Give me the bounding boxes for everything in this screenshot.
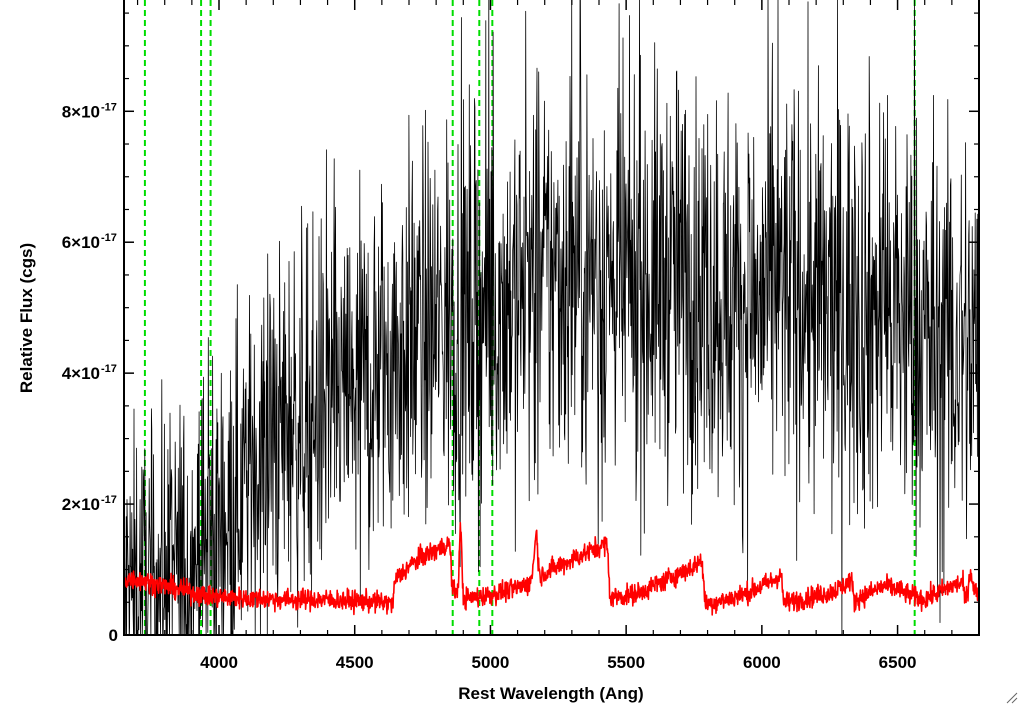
x-tick-label: 6500: [879, 653, 917, 672]
x-tick-label: 5000: [472, 653, 510, 672]
resize-grip-icon[interactable]: [1004, 690, 1018, 704]
y-tick-exponent: -17: [101, 101, 117, 113]
x-tick-label: 4000: [200, 653, 238, 672]
series-line-1: [124, 521, 979, 616]
x-tick-label: 6000: [743, 653, 781, 672]
spectrum-series: [124, 0, 979, 635]
plot-frame: [123, 0, 980, 636]
x-tick-label: 5500: [607, 653, 645, 672]
y-tick-label: 4×10: [62, 364, 100, 383]
y-tick-exponent: -17: [101, 232, 117, 244]
x-tick-label: 4500: [336, 653, 374, 672]
y-tick-label: 6×10: [62, 233, 100, 252]
y-tick-exponent: -17: [101, 363, 117, 375]
y-axis-title: Relative Flux (cgs): [17, 243, 36, 393]
x-axis-title: Rest Wavelength (Ang): [458, 684, 643, 703]
series-line-0: [124, 0, 979, 635]
y-tick-label: 8×10: [62, 102, 100, 121]
axis-ticks: [124, 0, 980, 636]
y-tick-label: 2×10: [62, 495, 100, 514]
y-tick-labels: 02×10 -174×10 -176×10 -178×10 -17: [62, 101, 118, 645]
y-tick-label: 0: [109, 626, 118, 645]
x-tick-labels: 4000 4500 5000 5500 6000 6500: [200, 653, 916, 672]
y-tick-exponent: -17: [101, 494, 117, 506]
